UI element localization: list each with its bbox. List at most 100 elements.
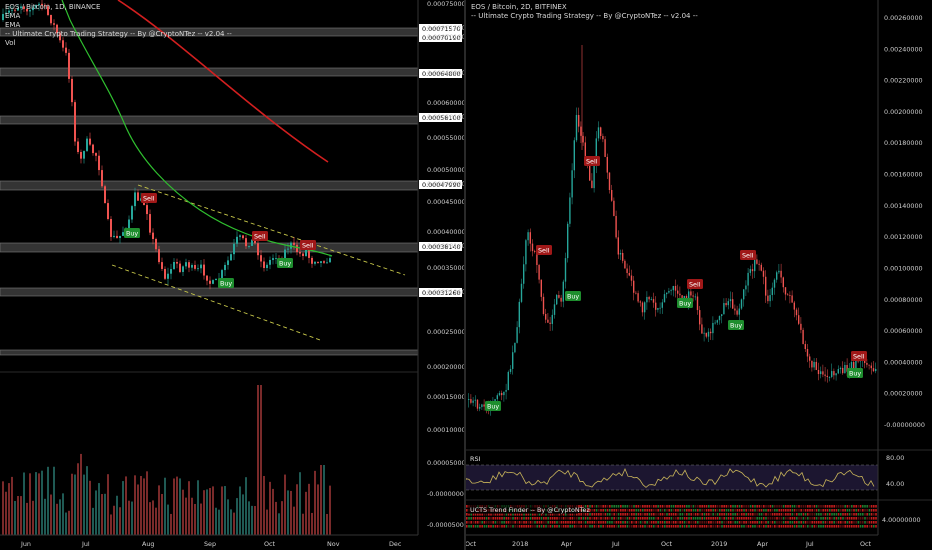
left-legend-symbol[interactable]: EOS / Bitcoin, 1D, BINANCE: [5, 3, 101, 11]
right-trend-finder-bar: [534, 521, 536, 524]
right-trend-finder-bar: [723, 517, 725, 520]
right-trend-finder-bar: [857, 525, 860, 528]
right-trend-finder-bar: [862, 517, 864, 520]
right-trend-finder-bar: [525, 525, 527, 528]
left-legend-strategy[interactable]: -- Ultimate Crypto Trading Strategy -- B…: [5, 30, 232, 38]
left-volume-bar: [218, 509, 220, 535]
right-trend-finder-bar: [760, 517, 763, 520]
left-volume-bar: [272, 488, 274, 535]
right-trend-finder-bar: [741, 525, 743, 528]
pane-divider[interactable]: [464, 0, 466, 550]
right-trend-finder-bar: [756, 517, 758, 520]
right-trend-finder-bar: [507, 525, 510, 528]
left-candle-body: [242, 235, 244, 239]
right-trend-finder-bar: [466, 525, 468, 528]
right-trend-finder-bar: [835, 525, 838, 528]
right-trend-finder-bar: [776, 513, 778, 516]
right-trend-finder-bar: [712, 517, 714, 520]
right-legend-symbol[interactable]: EOS / Bitcoin, 2D, BITFINEX: [471, 3, 567, 11]
left-legend-volume[interactable]: Vol: [5, 39, 16, 47]
right-sell-signal-label: Sell: [742, 252, 754, 260]
right-trend-finder-bar: [769, 521, 772, 524]
right-trend-finder-bar: [802, 525, 805, 528]
left-price-chart[interactable]: 0.000715700.000701900.000648000.00058100…: [0, 0, 464, 550]
right-candle-body: [806, 349, 809, 357]
right-buy-signal-badge: [565, 291, 581, 301]
left-volume-bar: [131, 501, 133, 535]
right-trend-finder-bar: [543, 525, 545, 528]
right-candle-body: [771, 287, 773, 296]
right-trend-finder-bar: [622, 525, 624, 528]
right-candle-body: [705, 332, 707, 337]
right-trend-finder-bar: [655, 505, 657, 508]
right-trend-finder-bar: [758, 513, 761, 516]
left-chart-pane[interactable]: 0.00071570 0.00070190 0.00064800 0.00058100…: [0, 0, 464, 550]
left-legend-ema-1[interactable]: EMA: [5, 12, 21, 20]
right-trend-finder-bar: [703, 513, 706, 516]
right-trend-finder-bar: [774, 513, 776, 516]
right-trend-finder-bar: [778, 509, 780, 512]
right-trend-finder-bar: [589, 505, 591, 508]
right-trend-finder-bar: [611, 505, 613, 508]
right-trend-finder-bar: [466, 517, 468, 520]
right-trend-finder-bar: [708, 525, 710, 528]
right-trend-finder-bar: [866, 513, 868, 516]
left-sell-signal-label: Sell: [143, 195, 155, 203]
right-trend-finder-bar: [842, 525, 844, 528]
left-volume-bar: [266, 509, 268, 535]
right-trend-finder-bar: [822, 525, 824, 528]
right-trend-finder-bar: [545, 513, 547, 516]
right-candle-body: [503, 391, 505, 396]
right-trend-finder-bar: [646, 525, 648, 528]
right-trend-finder-bar: [655, 525, 657, 528]
right-trend-finder-bar: [747, 505, 750, 508]
right-trend-finder-bar: [470, 517, 472, 520]
right-trend-finder-bar: [589, 513, 591, 516]
left-candle-body: [71, 78, 73, 103]
right-trend-finder-bar: [576, 517, 578, 520]
left-price-tick: 0.00010000: [427, 426, 464, 434]
right-trend-finder-bar: [659, 521, 662, 524]
right-trend-finder-bar: [697, 525, 699, 528]
left-candle-body: [2, 14, 4, 20]
right-trend-finder-bar: [716, 521, 719, 524]
left-price-tick: 0.00020000: [427, 363, 464, 371]
right-trend-finder-bar: [602, 517, 604, 520]
right-trend-finder-bar: [802, 505, 805, 508]
right-trend-finder-bar: [558, 525, 560, 528]
right-candle-body: [509, 368, 512, 372]
left-price-tick: 0.00031260: [427, 288, 464, 296]
right-trend-finder-bar: [536, 513, 538, 516]
right-trend-finder-bar: [710, 521, 712, 524]
right-trend-finder-bar: [708, 517, 710, 520]
left-legend-ema-2[interactable]: EMA: [5, 21, 21, 29]
left-candle-body: [260, 255, 262, 262]
left-candle-body: [137, 192, 139, 201]
right-trend-finder-bar: [657, 513, 659, 516]
right-trend-finder-bar: [862, 521, 864, 524]
left-volume-bar: [302, 513, 304, 535]
left-buy-signal-label: Buy: [126, 230, 138, 238]
right-candle-body: [837, 369, 839, 374]
right-trend-finder-bar: [756, 521, 758, 524]
right-trend-finder-bar: [683, 521, 686, 524]
right-trend-finder-bar: [727, 513, 730, 516]
right-trend-finder-bar: [604, 505, 607, 508]
right-trend-finder-bar: [692, 513, 695, 516]
right-trend-finder-bar: [818, 505, 820, 508]
right-chart-pane[interactable]: Buy Sell Buy Sell Buy Sell Buy Sell Buy Sell RSI 8…: [466, 0, 932, 550]
right-trend-finder-bar: [661, 509, 664, 512]
right-trend-finder-bar: [857, 521, 860, 524]
right-trend-finder-bar: [694, 517, 697, 520]
right-trend-finder-bar: [675, 513, 677, 516]
right-trend-finder-bar: [875, 505, 877, 508]
right-trend-finder-bar: [815, 513, 818, 516]
left-volume-bar: [92, 507, 94, 535]
right-trend-finder-bar: [554, 517, 556, 520]
right-trend-finder-bar: [780, 509, 783, 512]
right-legend-strategy[interactable]: -- Ultimate Crypto Trading Strategy -- B…: [471, 12, 698, 20]
left-volume-bar: [230, 509, 232, 535]
right-trend-finder-bar: [857, 517, 860, 520]
right-trend-finder-bar: [771, 505, 774, 508]
